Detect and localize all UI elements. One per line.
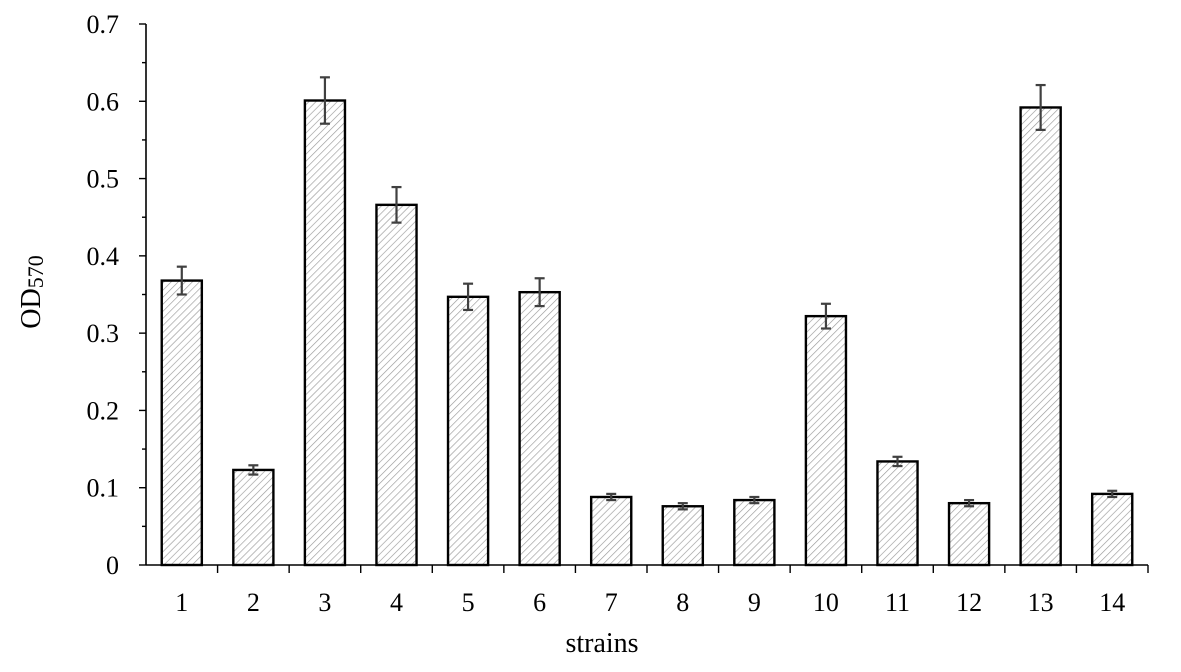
bar — [804, 314, 848, 567]
x-tick-label: 13 — [1028, 588, 1054, 617]
y-tick-label: 0.4 — [87, 242, 120, 271]
x-tick-label: 4 — [390, 588, 403, 617]
bars — [160, 99, 1134, 567]
y-tick-label: 0.1 — [87, 474, 120, 503]
x-tick-label: 9 — [748, 588, 761, 617]
bar — [518, 290, 561, 567]
bar — [232, 468, 275, 567]
x-tick-label: 1 — [175, 588, 188, 617]
x-axis-ticks: 1 2 3 4 5 6 7 8 9 10 11 12 13 14 — [175, 565, 1149, 617]
x-tick-label: 8 — [676, 588, 689, 617]
bar — [661, 505, 705, 567]
y-axis-title-main: OD — [16, 288, 47, 328]
y-tick-label: 0 — [106, 551, 119, 580]
y-tick-label: 0.6 — [87, 87, 120, 116]
bar — [375, 203, 418, 567]
error-bars — [176, 76, 1118, 511]
bar — [589, 495, 633, 567]
bar — [1090, 492, 1134, 567]
y-tick-label: 0.5 — [87, 165, 120, 194]
bar — [947, 501, 991, 567]
x-tick-label: 12 — [956, 588, 982, 617]
y-axis-title-subscript: 570 — [23, 255, 48, 288]
x-tick-label: 5 — [462, 588, 475, 617]
y-tick-label: 0.7 — [87, 10, 120, 39]
x-tick-label: 2 — [247, 588, 260, 617]
bar — [446, 295, 490, 567]
x-tick-label: 3 — [318, 588, 331, 617]
x-axis-title: strains — [565, 628, 638, 659]
y-axis-title: OD570 — [16, 255, 48, 328]
bar — [303, 99, 347, 567]
bar — [876, 460, 919, 567]
x-tick-label: 14 — [1099, 588, 1125, 617]
x-tick-label: 6 — [533, 588, 546, 617]
bar — [160, 279, 204, 567]
x-tick-label: 10 — [813, 588, 839, 617]
x-tick-label: 11 — [885, 588, 910, 617]
x-tick-label: 7 — [605, 588, 618, 617]
y-axis-ticks: 0 0.1 0.2 0.3 0.4 0.5 0.6 0.7 — [87, 10, 146, 580]
y-tick-label: 0.2 — [87, 396, 120, 425]
bar — [1019, 106, 1062, 567]
y-tick-label: 0.3 — [87, 319, 120, 348]
bar — [733, 498, 776, 567]
